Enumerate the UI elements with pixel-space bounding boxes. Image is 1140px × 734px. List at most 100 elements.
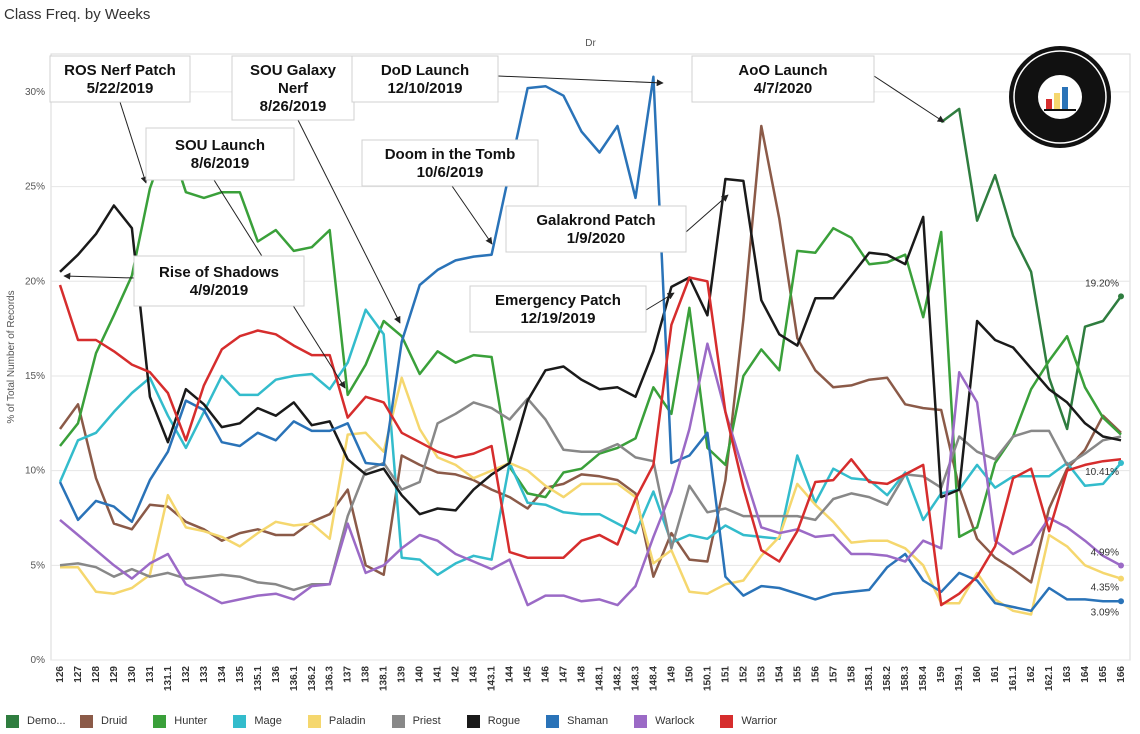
annotation-box bbox=[469, 285, 647, 333]
x-tick-label: 148.1 bbox=[594, 666, 605, 691]
annotation-label: Emergency Patch 12/19/2019 bbox=[495, 292, 621, 327]
series-line-hunter bbox=[59, 136, 1122, 539]
y-tick-label: 20% bbox=[25, 276, 45, 287]
x-tick-label: 158.3 bbox=[900, 666, 911, 691]
annotation-label: ROS Nerf Patch 5/22/2019 bbox=[64, 62, 176, 97]
annotation-arrow bbox=[451, 185, 493, 245]
data-reaper-report-logo bbox=[1009, 46, 1111, 148]
legend-label: Rogue bbox=[487, 715, 521, 727]
end-label: 4.99% bbox=[1091, 548, 1119, 559]
series-line-priest bbox=[59, 397, 1122, 592]
legend-swatch bbox=[153, 714, 167, 728]
x-tick-label: 127 bbox=[73, 666, 84, 683]
x-tick-label: 160 bbox=[972, 666, 983, 683]
legend-swatch bbox=[466, 714, 480, 728]
legend-swatch bbox=[80, 714, 93, 728]
legend-swatch bbox=[634, 714, 648, 728]
end-point bbox=[1118, 293, 1125, 300]
end-point bbox=[1118, 575, 1125, 582]
annotation-box bbox=[231, 55, 355, 121]
x-tick-label: 146 bbox=[541, 666, 552, 683]
legend-label: Hunter bbox=[174, 715, 208, 727]
series-line-mage bbox=[58, 308, 1122, 577]
x-tick-label: 161 bbox=[990, 666, 1001, 683]
annotation-arrow bbox=[119, 101, 148, 184]
legend-item-shaman: Shaman bbox=[546, 714, 608, 728]
x-tick-label: 152 bbox=[738, 666, 749, 683]
legend-swatch bbox=[233, 714, 247, 728]
series-line-warlock bbox=[59, 342, 1122, 607]
x-tick-label: 153 bbox=[756, 666, 767, 683]
axes: Dr 0% 5% 10% 15% 20% 25% 30% % of Total Number o… bbox=[6, 38, 1127, 691]
x-tick-label: 130 bbox=[127, 666, 138, 683]
series-line-rogue bbox=[59, 177, 1122, 516]
y-tick-label: 30% bbox=[25, 87, 45, 98]
annotation-label: SOU Galaxy Nerf 8/26/2019 bbox=[250, 62, 337, 115]
x-tick-label: 138.1 bbox=[379, 666, 390, 691]
x-tick-label: 155 bbox=[792, 666, 803, 683]
x-tick-label: 137 bbox=[343, 666, 354, 683]
end-label: 10.41% bbox=[1085, 467, 1119, 478]
x-tick-label: 166 bbox=[1116, 666, 1127, 683]
end-labels: 19.20% 10.41% 4.99% 4.35% 3.09% bbox=[1085, 278, 1125, 618]
x-tick-label: 129 bbox=[109, 666, 120, 683]
x-tick-label: 135 bbox=[235, 666, 246, 683]
annotation-box bbox=[361, 139, 539, 187]
x-tick-label: 162 bbox=[1026, 666, 1037, 683]
x-tick-label: 140 bbox=[415, 666, 426, 683]
x-tick-label: 162.1 bbox=[1044, 666, 1055, 691]
series-line-shaman bbox=[58, 75, 1121, 613]
annotation-box bbox=[505, 205, 687, 253]
legend-swatch bbox=[6, 714, 19, 728]
x-tick-label: 148.3 bbox=[630, 666, 641, 691]
y-tick-label: 15% bbox=[25, 371, 45, 382]
annotation-label: AoO Launch 4/7/2020 bbox=[738, 62, 827, 97]
legend-swatch bbox=[546, 714, 560, 728]
series-lines bbox=[58, 75, 1123, 616]
series-line-warrior bbox=[58, 276, 1122, 607]
x-tick-label: 144 bbox=[505, 666, 516, 683]
annotation-arrow bbox=[685, 194, 729, 233]
x-tick-label: 154 bbox=[774, 666, 785, 683]
x-tick-label: 128 bbox=[91, 666, 102, 683]
annotation-label: SOU Launch 8/6/2019 bbox=[175, 137, 265, 172]
x-tick-label: 157 bbox=[828, 666, 839, 683]
legend-swatch bbox=[307, 714, 321, 728]
annotations: ROS Nerf Patch 5/22/2019 SOU Galaxy Nerf 8/2… bbox=[49, 55, 945, 389]
x-tick-label: 158 bbox=[846, 666, 857, 683]
x-tick-label: 158.2 bbox=[882, 666, 893, 691]
x-tick-label: 163 bbox=[1062, 666, 1073, 683]
x-tick-label: 159 bbox=[936, 666, 947, 683]
x-tick-label: 136.3 bbox=[325, 666, 336, 691]
annotation-box bbox=[351, 55, 499, 103]
legend-item-demo: Demo... bbox=[6, 714, 70, 728]
x-tick-label: 136 bbox=[271, 666, 282, 683]
annotation-box bbox=[49, 55, 191, 103]
x-tick-label: 126 bbox=[55, 666, 66, 683]
x-tick-label: 139 bbox=[397, 666, 408, 683]
x-tick-label: 151 bbox=[720, 666, 731, 683]
end-label: 19.20% bbox=[1085, 278, 1119, 289]
x-tick-label: 134 bbox=[217, 666, 228, 683]
x-tick-label: 138 bbox=[361, 666, 372, 683]
annotation-box bbox=[691, 55, 875, 103]
annotation-arrow bbox=[297, 119, 401, 324]
x-tick-label: 159.1 bbox=[954, 666, 965, 691]
legend-item-paladin: Paladin bbox=[307, 714, 366, 728]
x-tick-label: 136.1 bbox=[289, 666, 300, 691]
x-tick-label: 148 bbox=[577, 666, 588, 683]
x-tick-label: 150.1 bbox=[702, 666, 713, 691]
x-tick-label: 158.4 bbox=[918, 666, 929, 691]
annotation-label: Rise of Shadows 4/9/2019 bbox=[159, 264, 279, 299]
legend-item-warrior: Warrior bbox=[720, 714, 778, 728]
legend-label: Warrior bbox=[741, 715, 778, 727]
legend-swatch bbox=[391, 714, 405, 728]
annotation-label: DoD Launch 12/10/2019 bbox=[381, 62, 469, 97]
series-line-druid bbox=[58, 124, 1122, 584]
series-line-demo bbox=[940, 107, 1123, 431]
x-tick-label: 133 bbox=[199, 666, 210, 683]
legend-label: Mage bbox=[254, 715, 282, 727]
x-tick-label: 143.1 bbox=[487, 666, 498, 691]
annotation-arrow bbox=[645, 292, 675, 311]
chart-subtitle: Dr bbox=[585, 38, 596, 49]
